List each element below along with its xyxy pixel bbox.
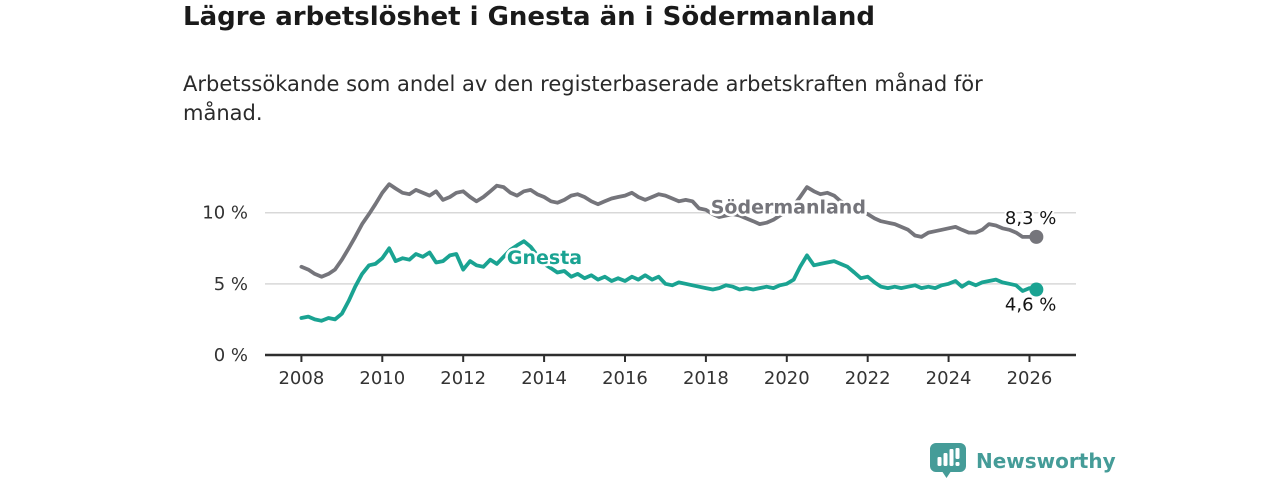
x-tick-label: 2012: [440, 368, 486, 389]
series-line-sdermanland: [299, 182, 1039, 279]
x-tick-label: 2026: [1007, 368, 1053, 389]
end-value-label-gnesta: 4,6 %: [1005, 295, 1056, 316]
speech-bubble-shape: [930, 443, 966, 478]
series-end-dot-sdermanland: [1029, 229, 1044, 244]
page-title: Lägre arbetslöshet i Gnesta än i Söderma…: [183, 2, 876, 32]
newsworthy-logo-icon: [930, 443, 966, 478]
y-tick-label: 5 %: [214, 274, 248, 295]
bar-2: [943, 453, 948, 466]
end-value-label-sdermanland: 8,3 %: [1005, 208, 1056, 229]
y-tick-label: 0 %: [214, 345, 248, 366]
exclamation-dot: [955, 462, 960, 466]
chart-subtitle-line-2: månad.: [183, 101, 263, 125]
exclamation-bar: [955, 448, 960, 459]
x-tick-label: 2024: [926, 368, 972, 389]
series-label-gnesta: Gnesta: [507, 247, 582, 269]
brand-name: Newsworthy: [976, 448, 1116, 473]
series-label-sdermanland: Södermanland: [711, 196, 866, 218]
series-end-dot-gnesta: [1029, 282, 1044, 297]
x-tick-label: 2020: [764, 368, 810, 389]
chart-subtitle-line-1: Arbetssökande som andel av den registerb…: [183, 72, 983, 96]
x-tick-label: 2008: [278, 368, 324, 389]
chart-subtitle: Arbetssökande som andel av den registerb…: [183, 70, 983, 128]
x-tick-label: 2014: [521, 368, 567, 389]
bar-3: [949, 449, 954, 466]
x-tick-label: 2018: [683, 368, 729, 389]
x-tick-label: 2022: [845, 368, 891, 389]
series-line-gnesta: [299, 239, 1039, 323]
y-tick-label: 10 %: [202, 203, 248, 224]
x-tick-label: 2016: [602, 368, 648, 389]
bar-1: [937, 457, 942, 466]
x-tick-label: 2010: [359, 368, 405, 389]
brand-footer[interactable]: Newsworthy: [929, 442, 1116, 479]
